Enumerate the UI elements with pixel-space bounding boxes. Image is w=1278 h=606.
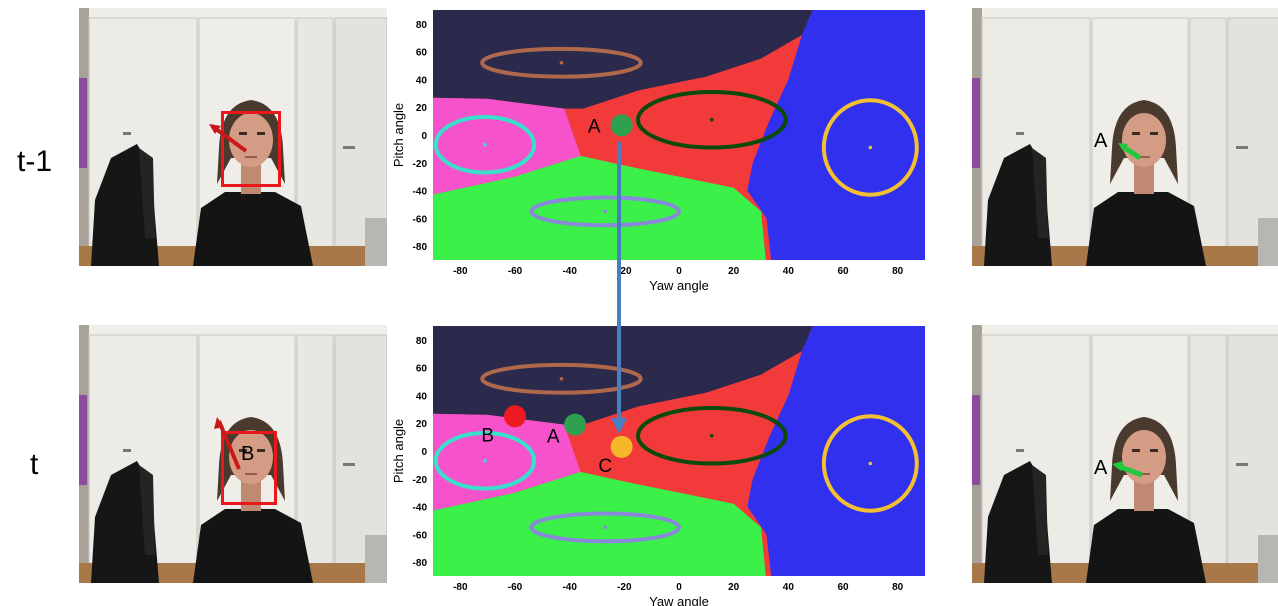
point-marker-label: A: [1094, 130, 1108, 152]
point-b-label: B: [481, 425, 494, 446]
cluster-ellipse-4: [821, 98, 919, 197]
x-tick-label: 40: [783, 582, 795, 593]
y-tick-label: 80: [416, 20, 428, 31]
x-tick-label: -80: [453, 266, 468, 277]
photo-left-current: B: [79, 325, 387, 583]
cluster-ellipse-5: [529, 511, 681, 544]
region-right: [747, 10, 925, 260]
x-tick-label: -40: [562, 266, 577, 277]
photo-right-current: A: [972, 325, 1278, 583]
cluster-center-2: [483, 458, 487, 463]
y-tick-label: -20: [413, 475, 428, 486]
cluster-ellipse-5: [529, 195, 681, 228]
cluster-center-3: [710, 117, 714, 122]
y-tick-label: 20: [416, 419, 428, 430]
chart-regions: [433, 10, 925, 260]
y-axis-title: Pitch angle: [391, 103, 406, 167]
y-tick-label: 80: [416, 336, 428, 347]
office-scene-image: [972, 325, 1278, 583]
region-bottom: [433, 155, 766, 260]
x-tick-label: 20: [728, 266, 740, 277]
cluster-center-4: [868, 145, 873, 150]
pose-chart-svg: -80 -60 -40 -20 0 20 40 60 80 80 60 40 20 0 -20 -40 -60 -…: [391, 326, 925, 606]
y-tick-label: 40: [416, 75, 428, 86]
office-scene-image: [972, 8, 1278, 266]
x-tick-label: -60: [508, 266, 523, 277]
y-tick-label: -60: [413, 214, 428, 225]
row-label-prev: t-1: [17, 145, 53, 178]
gaze-arrow: [1118, 143, 1142, 161]
point-a-marker: [610, 114, 633, 137]
y-axis-title: Pitch angle: [391, 419, 406, 483]
x-tick-label: 60: [837, 582, 849, 593]
x-axis-title: Yaw angle: [649, 594, 709, 606]
gaze-arrow: [1112, 461, 1143, 478]
cluster-center-2: [483, 142, 487, 147]
pose-chart-prev: -80 -60 -40 -20 0 20 40 60 80 80 60 40 20 0 -20 -40 -60 -…: [385, 6, 945, 298]
y-tick-label: 20: [416, 103, 428, 114]
x-tick-label: 80: [892, 266, 904, 277]
region-right: [747, 326, 925, 576]
x-tick-label: -40: [562, 582, 577, 593]
head-pose-arrow: [209, 124, 248, 153]
point-c-label: C: [598, 456, 612, 477]
region-bottom: [433, 471, 766, 576]
cluster-center-1: [559, 60, 564, 65]
row-label-current: t: [30, 448, 39, 481]
x-tick-label: -20: [617, 266, 632, 277]
x-tick-label: -80: [453, 582, 468, 593]
cluster-ellipse-1: [480, 362, 643, 395]
y-tick-label: -40: [413, 503, 428, 514]
point-c-marker: [610, 435, 633, 458]
y-tick-label: -80: [413, 242, 428, 253]
cluster-center-1: [559, 376, 564, 381]
x-tick-label: 80: [892, 582, 904, 593]
point-marker-label: B: [241, 443, 255, 465]
x-tick-label: 0: [676, 582, 682, 593]
point-b-marker: [504, 405, 526, 428]
cluster-ellipse-2: [433, 430, 537, 491]
face-bounding-box: [221, 431, 277, 505]
chart-regions: [433, 326, 925, 576]
x-axis-title: Yaw angle: [649, 278, 709, 293]
y-tick-label: 60: [416, 364, 428, 375]
pose-chart-current: -80 -60 -40 -20 0 20 40 60 80 80 60 40 20 0 -20 -40 -60 -…: [385, 320, 945, 606]
x-tick-label: -60: [508, 582, 523, 593]
head-pose-arrow: [214, 417, 241, 470]
cluster-center-5: [603, 525, 607, 530]
face-bounding-box: [221, 111, 281, 187]
y-tick-label: 0: [421, 447, 427, 458]
point-a-marker: [564, 413, 587, 436]
y-tick-label: 0: [421, 131, 427, 142]
point-a-label: A: [588, 116, 601, 137]
cluster-center-5: [603, 209, 607, 214]
point-marker-label: A: [1094, 457, 1108, 479]
y-tick-label: -20: [413, 159, 428, 170]
cluster-center-4: [868, 461, 873, 466]
cluster-center-3: [710, 433, 714, 438]
office-scene-image: [79, 8, 387, 266]
y-tick-label: -80: [413, 558, 428, 569]
y-tick-label: -40: [413, 187, 428, 198]
x-tick-label: 40: [783, 266, 795, 277]
x-tick-label: 20: [728, 582, 740, 593]
cluster-ellipse-3: [635, 89, 788, 150]
photo-left-prev: [79, 8, 387, 266]
y-tick-label: 60: [416, 48, 428, 59]
y-tick-label: -60: [413, 530, 428, 541]
x-tick-label: 60: [837, 266, 849, 277]
cluster-ellipse-2: [433, 114, 537, 175]
cluster-ellipse-4: [821, 414, 919, 513]
cluster-ellipse-3: [635, 405, 788, 466]
x-tick-label: -20: [617, 582, 632, 593]
point-a-label: A: [547, 427, 560, 448]
y-tick-label: 40: [416, 391, 428, 402]
photo-right-prev: A: [972, 8, 1278, 266]
x-tick-label: 0: [676, 266, 682, 277]
cluster-ellipse-1: [480, 46, 643, 79]
pose-chart-svg: -80 -60 -40 -20 0 20 40 60 80 80 60 40 20 0 -20 -40 -60 -…: [391, 10, 925, 293]
